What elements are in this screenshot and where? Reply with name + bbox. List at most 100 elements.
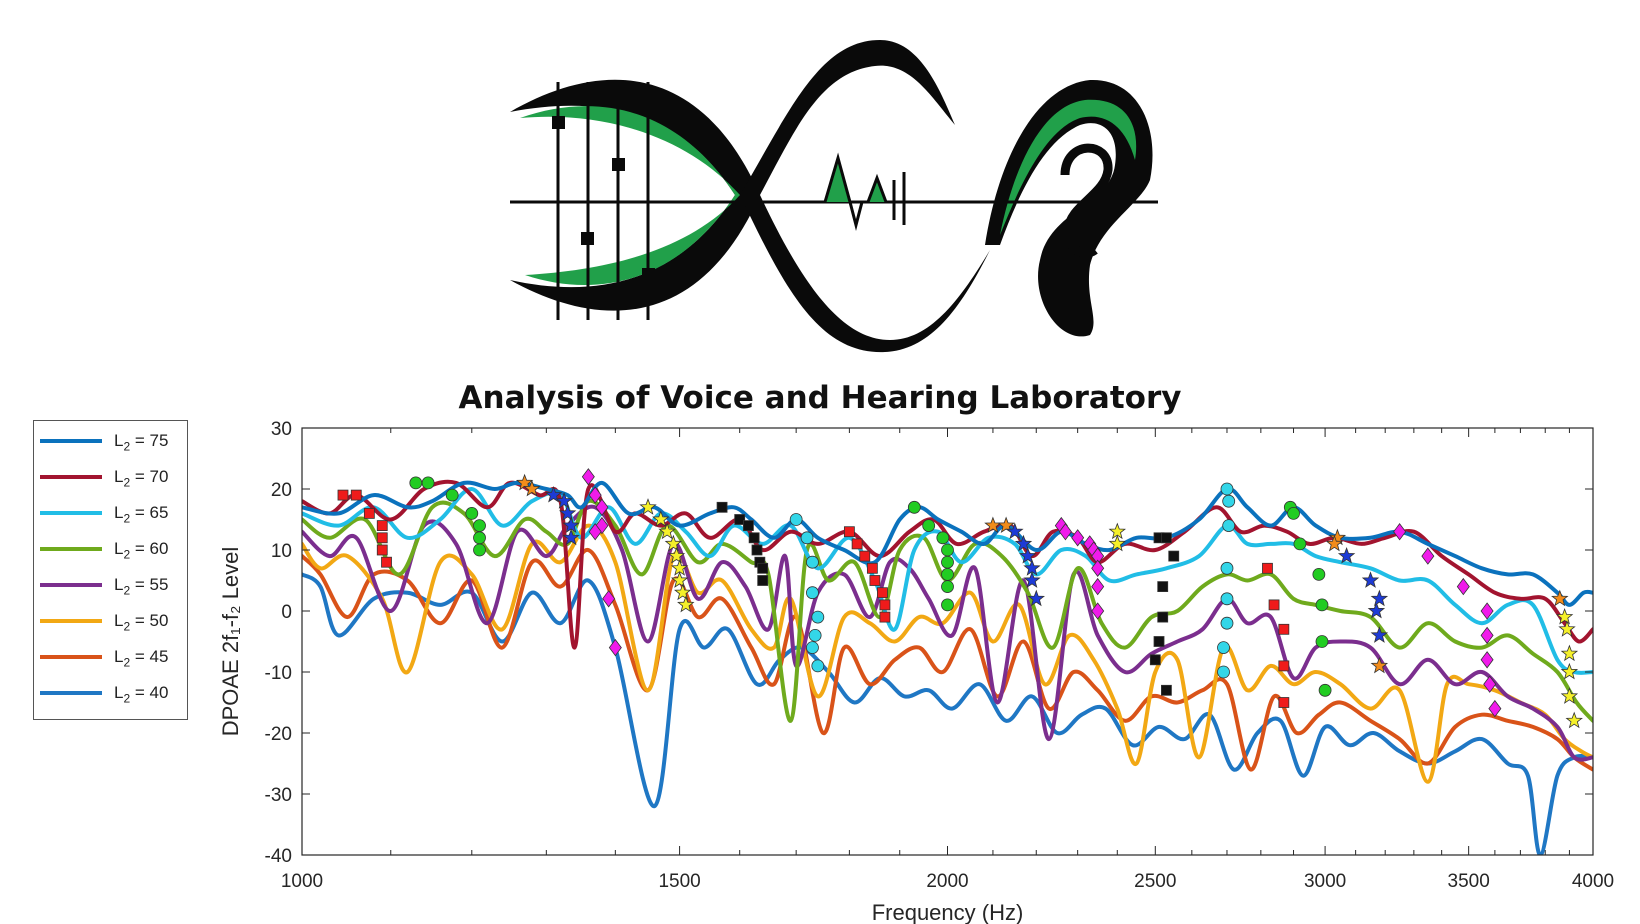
chart-legend: L2 = 75 L2 = 70 L2 = 65 L2 = 60 L2 = 55 L2 = …	[33, 420, 188, 720]
marker-star	[1560, 644, 1579, 662]
marker-square	[1161, 532, 1172, 544]
marker-square	[1262, 562, 1273, 574]
marker-diamond	[1488, 699, 1502, 718]
marker-circle	[1220, 482, 1234, 496]
logo-waveform	[868, 178, 886, 202]
marker-square	[381, 556, 392, 568]
marker-square	[851, 538, 863, 550]
marker-circle	[806, 586, 819, 600]
marker-circle	[941, 598, 954, 612]
marker-square	[869, 575, 881, 586]
marker-circle	[800, 531, 814, 545]
plot-area	[302, 428, 1593, 855]
lab-logo	[510, 40, 1158, 353]
marker-star	[1555, 607, 1574, 625]
marker-square	[1153, 636, 1165, 647]
legend-label: L2 = 40	[114, 683, 169, 706]
logo-waveform-line	[823, 152, 888, 231]
marker-star	[1367, 601, 1386, 619]
marker-circle	[473, 543, 486, 557]
legend-item: L2 = 50	[40, 611, 185, 633]
marker-square	[879, 599, 891, 611]
y-tick-label: -20	[265, 724, 292, 745]
x-tick-label: 4000	[1572, 871, 1614, 892]
marker-star	[1361, 571, 1380, 588]
legend-swatch	[40, 583, 102, 587]
marker-square	[751, 544, 763, 556]
marker-star	[1370, 656, 1389, 674]
y-tick-label: -30	[265, 785, 292, 806]
logo-ear-green	[1000, 99, 1137, 236]
legend-swatch	[40, 547, 102, 551]
marker-star	[562, 528, 580, 546]
x-tick-label: 1000	[281, 871, 323, 892]
marker-circle	[409, 476, 423, 490]
marker-circle	[1217, 641, 1230, 654]
y-tick-label: 0	[281, 602, 292, 623]
marker-square	[337, 489, 349, 501]
x-tick-label: 2500	[1134, 871, 1176, 892]
marker-circle	[473, 519, 486, 532]
marker-diamond	[1483, 675, 1497, 693]
marker-diamond	[1421, 547, 1435, 565]
legend-item: L2 = 40	[40, 683, 185, 706]
marker-circle	[465, 507, 479, 520]
x-tick-label: 3500	[1448, 871, 1490, 892]
marker-star	[639, 498, 657, 515]
legend-label: L2 = 75	[114, 431, 169, 454]
marker-circle	[1312, 568, 1326, 581]
marker-circle	[1293, 537, 1307, 551]
marker-diamond	[1091, 602, 1105, 620]
marker-square	[376, 544, 388, 556]
marker-star	[1023, 571, 1041, 588]
marker-star	[997, 516, 1015, 534]
legend-label: L2 = 70	[114, 467, 169, 490]
marker-star	[544, 485, 563, 503]
marker-square	[1168, 550, 1180, 562]
marker-star	[1551, 589, 1569, 607]
marker-star	[1560, 662, 1579, 680]
marker-square	[1278, 697, 1290, 708]
marker-circle	[1220, 561, 1234, 575]
x-tick-label: 3000	[1304, 871, 1346, 892]
legend-swatch	[40, 619, 102, 623]
marker-square	[859, 550, 871, 562]
legend-label: L2 = 60	[114, 539, 169, 562]
marker-star	[523, 479, 541, 497]
logo-graphic	[510, 40, 1158, 353]
marker-circle	[1315, 598, 1329, 612]
marker-circle	[936, 531, 950, 545]
legend-label: L2 = 65	[114, 503, 169, 526]
marker-circle	[941, 543, 954, 557]
marker-circle	[1217, 665, 1230, 679]
marker-diamond	[1058, 523, 1072, 541]
marker-diamond	[588, 486, 602, 504]
marker-star	[1014, 534, 1033, 552]
marker-star	[1006, 522, 1024, 540]
y-axis-label: DPOAE 2f₁-f₂ Level	[218, 547, 243, 737]
logo-center-swirl	[740, 40, 990, 353]
marker-circle	[922, 519, 936, 532]
marker-star	[677, 595, 695, 613]
legend-swatch	[40, 511, 102, 515]
logo-note	[612, 158, 625, 171]
marker-diamond	[581, 468, 595, 486]
marker-star	[1558, 620, 1576, 637]
marker-circle	[941, 568, 954, 581]
y-tick-label: 20	[271, 480, 292, 501]
marker-star	[1370, 589, 1389, 607]
marker-square	[716, 501, 728, 513]
marker-layer	[337, 468, 1583, 729]
marker-star	[1370, 626, 1389, 643]
y-tick-label: 10	[271, 541, 292, 562]
marker-square	[734, 514, 746, 525]
marker-circle	[1222, 494, 1236, 508]
logo-note	[581, 232, 594, 245]
x-tick-label: 2000	[926, 871, 968, 892]
marker-diamond	[1456, 577, 1470, 596]
marker-star	[558, 504, 577, 521]
marker-circle	[806, 641, 819, 654]
legend-label: L2 = 55	[114, 575, 169, 598]
marker-star	[1565, 711, 1583, 729]
marker-square	[843, 526, 855, 538]
